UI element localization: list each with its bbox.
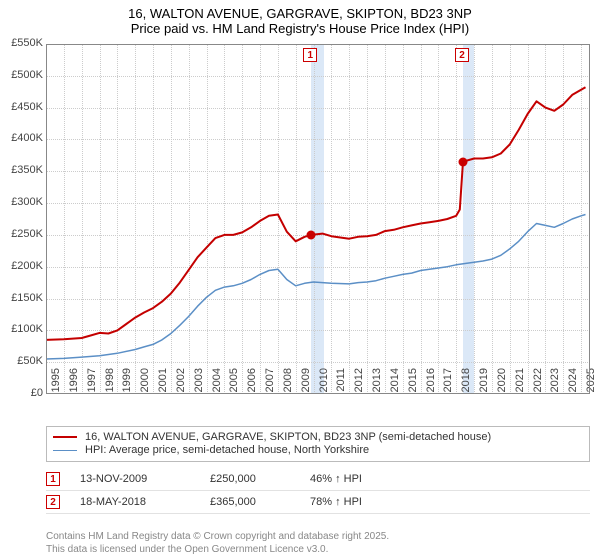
sale-row: 1 13-NOV-2009 £250,000 46% ↑ HPI: [46, 468, 590, 491]
y-tick-label: £550K: [1, 37, 43, 49]
plot-border: [46, 44, 590, 394]
y-tick-label: £400K: [1, 132, 43, 144]
legend-swatch: [53, 436, 77, 438]
legend-item-hpi: HPI: Average price, semi-detached house,…: [53, 444, 583, 456]
chart-title-line1: 16, WALTON AVENUE, GARGRAVE, SKIPTON, BD…: [8, 6, 592, 21]
y-tick-label: £200K: [1, 260, 43, 272]
legend-swatch: [53, 450, 77, 451]
y-tick-label: £100K: [1, 323, 43, 335]
sale-marker-icon: 2: [46, 495, 60, 509]
sale-row: 2 18-MAY-2018 £365,000 78% ↑ HPI: [46, 491, 590, 514]
legend-item-property: 16, WALTON AVENUE, GARGRAVE, SKIPTON, BD…: [53, 431, 583, 443]
y-tick-label: £350K: [1, 164, 43, 176]
chart-title-line2: Price paid vs. HM Land Registry's House …: [8, 21, 592, 36]
footer-attribution: Contains HM Land Registry data © Crown c…: [46, 531, 590, 556]
y-tick-label: £500K: [1, 69, 43, 81]
sale-date: 13-NOV-2009: [80, 473, 190, 485]
y-tick-label: £250K: [1, 228, 43, 240]
y-tick-label: £50K: [1, 355, 43, 367]
sale-hpi-delta: 78% ↑ HPI: [310, 496, 410, 508]
y-tick-label: £450K: [1, 101, 43, 113]
sale-marker-icon: 1: [46, 472, 60, 486]
house-price-chart: { "title": { "line1": "16, WALTON AVENUE…: [0, 0, 600, 560]
footer-line1: Contains HM Land Registry data © Crown c…: [46, 531, 590, 544]
chart-title: 16, WALTON AVENUE, GARGRAVE, SKIPTON, BD…: [0, 0, 600, 40]
sale-price: £365,000: [210, 496, 290, 508]
legend-label: 16, WALTON AVENUE, GARGRAVE, SKIPTON, BD…: [85, 431, 491, 443]
y-tick-label: £0: [1, 387, 43, 399]
legend: 16, WALTON AVENUE, GARGRAVE, SKIPTON, BD…: [46, 426, 590, 462]
footer-line2: This data is licensed under the Open Gov…: [46, 544, 590, 557]
sale-hpi-delta: 46% ↑ HPI: [310, 473, 410, 485]
y-tick-label: £150K: [1, 292, 43, 304]
y-tick-label: £300K: [1, 196, 43, 208]
sale-price: £250,000: [210, 473, 290, 485]
legend-label: HPI: Average price, semi-detached house,…: [85, 444, 369, 456]
sales-table: 1 13-NOV-2009 £250,000 46% ↑ HPI 2 18-MA…: [46, 468, 590, 514]
sale-date: 18-MAY-2018: [80, 496, 190, 508]
